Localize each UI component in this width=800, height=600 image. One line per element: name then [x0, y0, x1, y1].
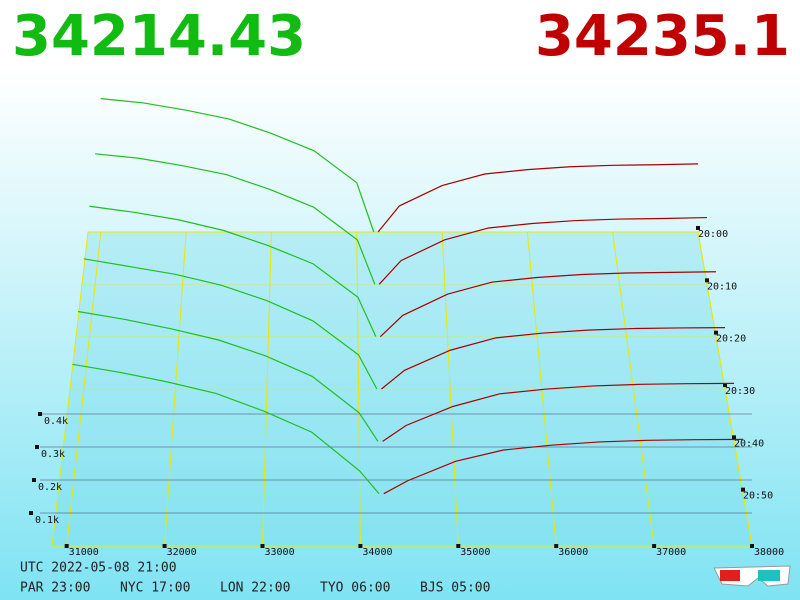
x-tick-label: 32000	[167, 547, 197, 558]
depth-tick	[32, 478, 36, 482]
time-zone: BJS 05:00	[420, 581, 490, 596]
glasses-icon	[713, 565, 791, 587]
x-tick	[554, 544, 559, 548]
time-tick	[732, 435, 736, 440]
x-tick-label: 33000	[264, 547, 294, 558]
x-tick-label: 36000	[558, 547, 588, 558]
ask-depth-line	[377, 163, 699, 233]
time-tick	[696, 226, 700, 230]
x-tick	[750, 544, 754, 548]
x-tick-label: 37000	[656, 547, 686, 558]
depth-tick-label: 0.1k	[35, 515, 59, 526]
time-tick	[723, 383, 727, 387]
time-zone: NYC 17:00	[120, 581, 190, 596]
time-zone: PAR 23:00	[20, 581, 90, 596]
bid-price: 34214.43	[12, 4, 306, 69]
bid-depth-line	[77, 310, 379, 442]
time-label: 20:00	[698, 229, 728, 240]
ask-depth-line	[382, 382, 735, 442]
bid-depth-line	[72, 363, 380, 495]
depth-tick	[29, 511, 33, 515]
x-tick	[162, 544, 167, 548]
time-tick	[741, 487, 745, 492]
ask-price: 34235.1	[535, 4, 790, 69]
x-tick-label: 38000	[754, 547, 784, 558]
time-label: 20:40	[734, 438, 764, 449]
time-tick	[714, 330, 718, 335]
ask-depth-line	[381, 327, 726, 390]
depth-tick-label: 0.4k	[44, 416, 68, 427]
depth-tick	[38, 412, 42, 416]
x-tick	[64, 544, 69, 548]
bid-depth-line	[89, 205, 377, 337]
ask-depth-line	[379, 271, 717, 338]
x-tick-label: 35000	[460, 547, 490, 558]
time-label: 20:30	[725, 386, 755, 397]
time-zone: TYO 06:00	[320, 581, 390, 596]
x-tick	[456, 544, 461, 548]
ask-depth-line	[383, 438, 744, 495]
depth-tick	[35, 445, 39, 449]
x-tick	[260, 544, 265, 548]
time-label: 20:10	[707, 281, 737, 292]
time-zone: LON 22:00	[220, 581, 290, 596]
x-tick	[652, 544, 657, 548]
utc-time: UTC 2022-05-08 21:00	[20, 561, 177, 576]
time-tick	[705, 278, 709, 283]
ask-depth-line	[378, 216, 708, 285]
x-tick-label: 31000	[69, 547, 99, 558]
x-tick	[358, 544, 363, 548]
bid-depth-line	[83, 258, 378, 390]
bid-depth-line	[100, 98, 375, 233]
bid-depth-line	[95, 153, 376, 285]
time-label: 20:50	[743, 491, 773, 502]
depth-tick-label: 0.2k	[38, 482, 62, 493]
depth-tick-label: 0.3k	[41, 449, 65, 460]
x-tick-label: 34000	[362, 547, 392, 558]
time-label: 20:20	[716, 334, 746, 345]
